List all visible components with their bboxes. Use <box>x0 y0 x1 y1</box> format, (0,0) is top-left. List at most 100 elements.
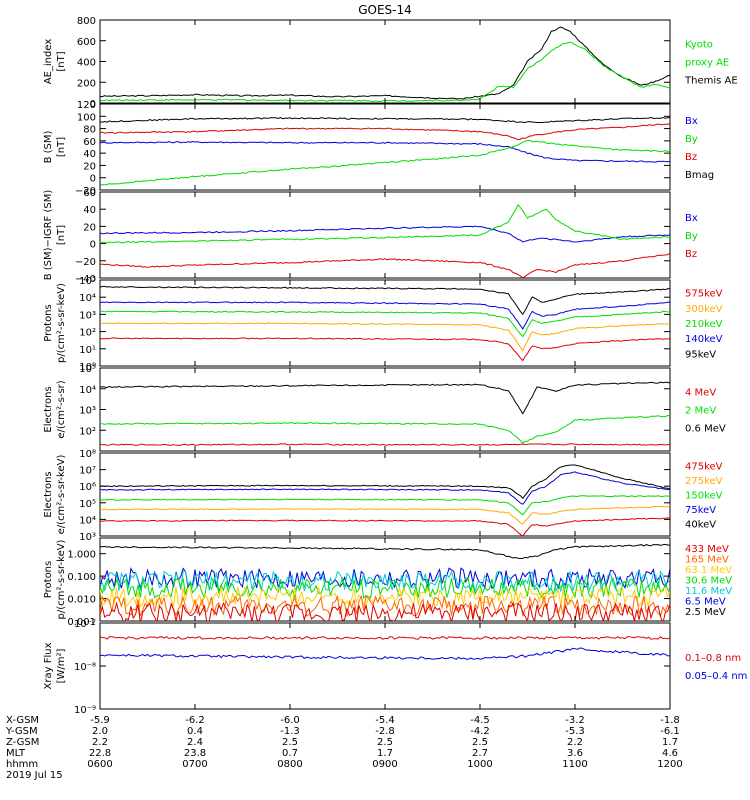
y-axis-label: B (SM) [nT] <box>43 130 67 163</box>
y-axis-label-line: Protons <box>43 561 54 598</box>
legend-entry: 2 MeV <box>685 406 716 417</box>
legend-entry: 575keV <box>685 289 723 300</box>
series-line-bz <box>100 123 670 141</box>
series-line-30-6-mev <box>100 576 670 600</box>
y-tick-label: 10³ <box>79 532 96 543</box>
series-line-0-6-mev <box>100 381 670 415</box>
legend-entry: By <box>685 134 698 145</box>
series-line-475kev <box>100 517 670 536</box>
y-tick-label: 10¹ <box>79 345 96 356</box>
legend-entry: 475keV <box>685 461 723 472</box>
legend-entry: 275keV <box>685 476 723 487</box>
legend-entry: 2.5 MeV <box>685 607 726 618</box>
series-line-575kev <box>100 337 670 362</box>
x-row-label: Z-GSM <box>6 737 39 748</box>
y-axis-label: Protons p/(cm²-s-sr-keV) <box>43 539 67 619</box>
y-tick-label: 120 <box>77 100 96 111</box>
y-tick-label: 10⁻⁹ <box>74 705 96 716</box>
panel-1: 0 200 400 600 800 AE_index [nT] Kyoto proxy AE Th… <box>43 16 738 110</box>
legend-entry: Bmag <box>685 170 714 181</box>
x-row-value: 1000 <box>467 759 492 770</box>
series-line-433-mev <box>100 601 670 621</box>
legend-entry: 165 MeV <box>685 555 729 566</box>
y-tick-label: 10⁻⁸ <box>74 662 96 673</box>
x-row-value: 0600 <box>87 759 112 770</box>
x-row-value: 4.6 <box>662 748 678 759</box>
y-axis-label-line: B (SM) <box>43 130 54 163</box>
y-axis-label: Xray Flux [W/m²] <box>43 642 67 689</box>
series-group <box>100 116 670 186</box>
series-line-300kev <box>100 322 670 352</box>
legend-entry: 150keV <box>685 491 723 502</box>
legend-entry: Bz <box>685 152 697 163</box>
series-group <box>100 26 670 103</box>
y-axis-label-line: Protons <box>43 304 54 341</box>
y-tick-label: 10³ <box>79 406 96 417</box>
series-line-kyoto-proxy-ae <box>100 41 670 103</box>
x-row-value: 0900 <box>372 759 397 770</box>
y-tick-label: 0.010 <box>67 595 96 606</box>
panel-3: −40 −20 0 20 40 60 B (SM)−IGRF (SM) [nT] Bx By Bz <box>43 188 698 285</box>
y-tick-label: 40 <box>83 205 96 216</box>
legend-entry: 0.1–0.8 nm <box>685 653 741 664</box>
series-line-75kev <box>100 471 670 505</box>
series-group <box>100 464 670 536</box>
y-axis-label: B (SM)−IGRF (SM) [nT] <box>43 190 67 281</box>
y-tick-label: 10⁰ <box>79 362 96 373</box>
legend-entry: Bz <box>685 249 697 260</box>
legend-entry: Bx <box>685 116 698 127</box>
x-row-value: 2.5 <box>282 737 298 748</box>
legend-entry: Kyoto <box>685 40 713 51</box>
x-row-value: 2.2 <box>92 737 108 748</box>
x-row-value: 2.0 <box>92 726 108 737</box>
series-group <box>100 381 670 446</box>
x-row-value: -2.8 <box>375 726 395 737</box>
y-axis-label: Protons p/(cm²-s-sr-keV) <box>43 283 67 363</box>
y-tick-label: 20 <box>83 222 96 233</box>
x-row-value: 2.7 <box>472 748 488 759</box>
y-tick-label: 40 <box>83 149 96 160</box>
panel-8: 10⁻⁹ 10⁻⁸ 10⁻⁷ Xray Flux [W/m²] 0.1–0.8 nm 0.0… <box>43 619 747 716</box>
y-tick-label: −20 <box>75 257 96 268</box>
legend-entry: proxy AE <box>685 58 729 69</box>
x-row-value: -1.8 <box>660 715 680 726</box>
x-row-value: -5.4 <box>375 715 395 726</box>
x-row-value: -4.2 <box>470 726 490 737</box>
x-row-label: Y-GSM <box>5 726 38 737</box>
y-tick-label: −20 <box>75 186 96 197</box>
y-axis-label-line: [nT] <box>56 225 67 245</box>
y-tick-label: 10⁵ <box>79 499 96 510</box>
y-tick-label: 10⁶ <box>79 482 96 493</box>
y-tick-label: 200 <box>77 78 96 89</box>
x-row-value: 2.4 <box>187 737 203 748</box>
y-axis-label: Electrons e/(cm²-s-sr) <box>43 380 67 438</box>
series-group <box>100 636 670 661</box>
y-axis-label-line: Xray Flux <box>43 642 54 689</box>
y-tick-label: 600 <box>77 37 96 48</box>
y-tick-label: 0 <box>90 174 96 185</box>
y-tick-label: 80 <box>83 125 96 136</box>
panel-5: 10² 10³ 10⁴ 10⁵ Electrons e/(cm²-s-sr) 4 MeV 2 … <box>43 364 726 452</box>
y-axis-label-line: [nT] <box>56 51 67 71</box>
series-line-bx <box>100 225 670 243</box>
x-row-value: 0800 <box>277 759 302 770</box>
legend-entry: 30.6 MeV <box>685 576 732 587</box>
y-tick-label: 10² <box>79 426 96 437</box>
series-line-0-1-0-8-nm <box>100 636 670 640</box>
y-tick-label: 60 <box>83 137 96 148</box>
y-tick-label: 0 <box>90 240 96 251</box>
y-tick-label: 1.000 <box>67 550 96 561</box>
y-axis-label-line: [W/m²] <box>56 648 67 683</box>
panel-4: 10⁰ 10¹ 10² 10³ 10⁴ 10⁵ Protons p/(cm²-s-sr-keV… <box>43 276 723 373</box>
legend-entry: 11.6 MeV <box>685 586 732 597</box>
panel-frame <box>99 537 671 622</box>
x-row-value: 0.7 <box>282 748 298 759</box>
x-row-value: -6.0 <box>280 715 300 726</box>
series-line-165-mev <box>100 594 670 618</box>
panel-frame <box>99 622 671 710</box>
y-axis-label-line: p/(cm²-s-sr-keV) <box>56 283 67 363</box>
y-axis-label-line: [nT] <box>56 137 67 157</box>
series-line-2-mev <box>100 414 670 444</box>
